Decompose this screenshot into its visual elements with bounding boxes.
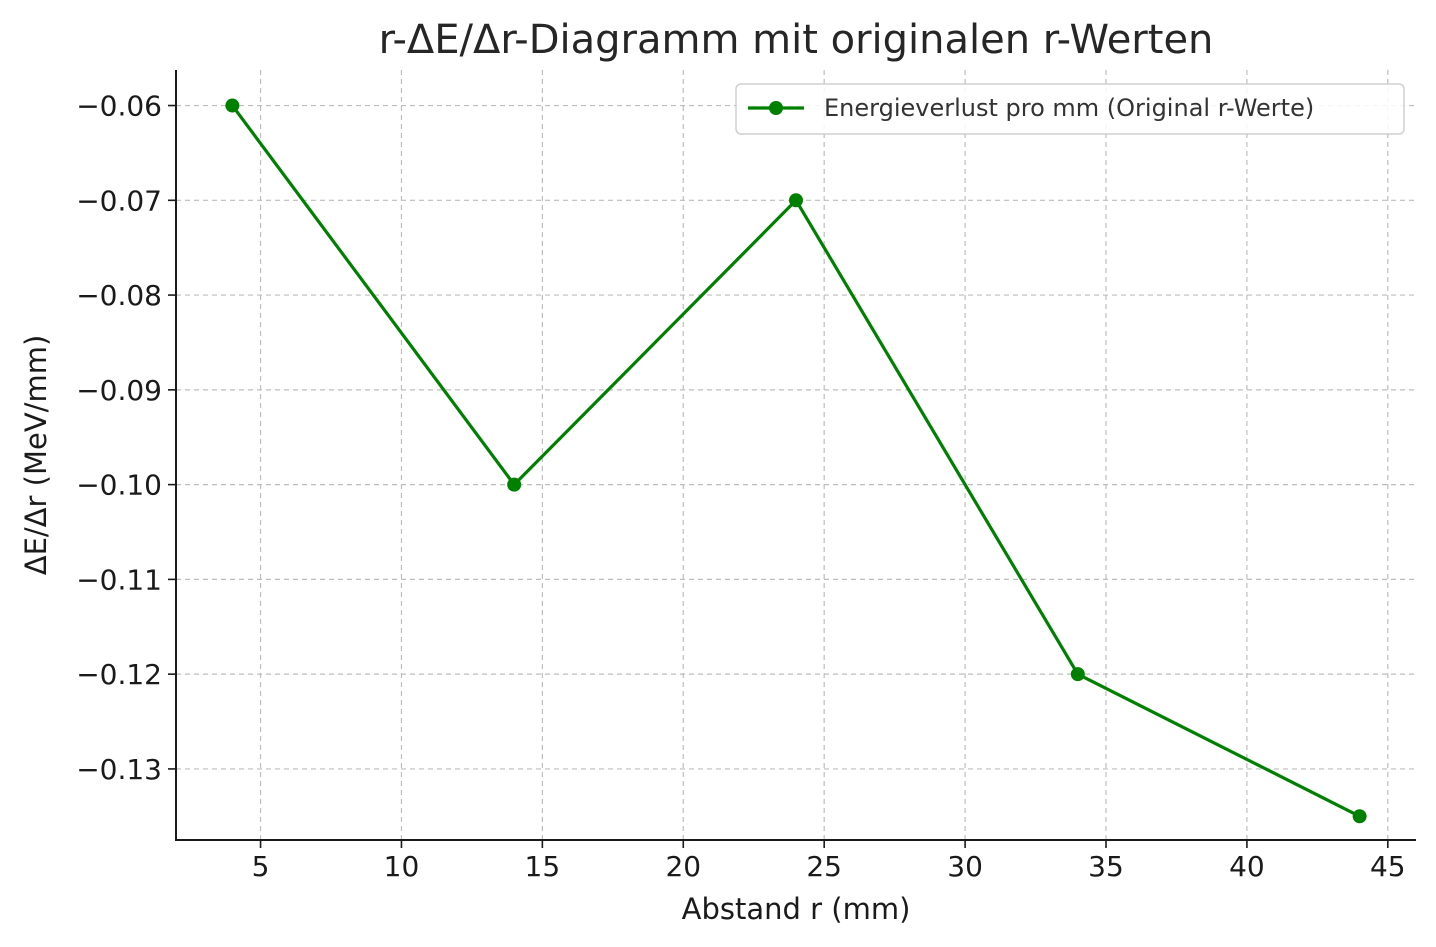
legend-box	[735, 83, 1405, 135]
series	[225, 98, 1367, 824]
x-tick-label: 5	[252, 850, 270, 883]
x-tick-label: 30	[947, 850, 983, 883]
x-tick-label: 25	[806, 850, 842, 883]
grid	[176, 70, 1416, 840]
y-axis-label: ΔE/Δr (MeV/mm)	[19, 335, 53, 576]
data-point	[507, 477, 522, 492]
x-tick-label: 35	[1088, 850, 1124, 883]
y-tick-label: −0.10	[76, 469, 162, 502]
legend-entry-label: Energieverlust pro mm (Original r-Werte)	[824, 94, 1314, 122]
y-tick-label: −0.13	[76, 753, 162, 786]
x-tick-label: 20	[665, 850, 701, 883]
axes	[175, 70, 1416, 841]
x-tick-label: 10	[384, 850, 420, 883]
data-point	[225, 98, 240, 113]
x-axis-label: Abstand r (mm)	[682, 892, 911, 926]
y-tick-label: −0.08	[76, 279, 162, 312]
x-tick-label: 45	[1370, 850, 1406, 883]
y-tick-label: −0.06	[76, 90, 162, 123]
data-point	[1070, 667, 1085, 682]
legend-marker-swatch	[769, 101, 783, 115]
legend: Energieverlust pro mm (Original r-Werte)	[735, 83, 1405, 135]
x-tick-label: 15	[525, 850, 561, 883]
y-tick-label: −0.09	[76, 374, 162, 407]
data-point	[789, 193, 803, 208]
ticks: 5 10 15 20 25 30 35 40 45 −0.06 −0.07 −0.08 −0.09 −0.…	[76, 90, 1405, 883]
data-point	[1352, 809, 1367, 824]
x-tick-label: 40	[1229, 850, 1265, 883]
y-tick-label: −0.07	[76, 184, 162, 217]
chart-title: r-ΔE/Δr-Diagramm mit originalen r-Werten	[379, 17, 1214, 63]
y-tick-label: −0.12	[76, 658, 162, 691]
y-tick-label: −0.11	[76, 563, 162, 596]
